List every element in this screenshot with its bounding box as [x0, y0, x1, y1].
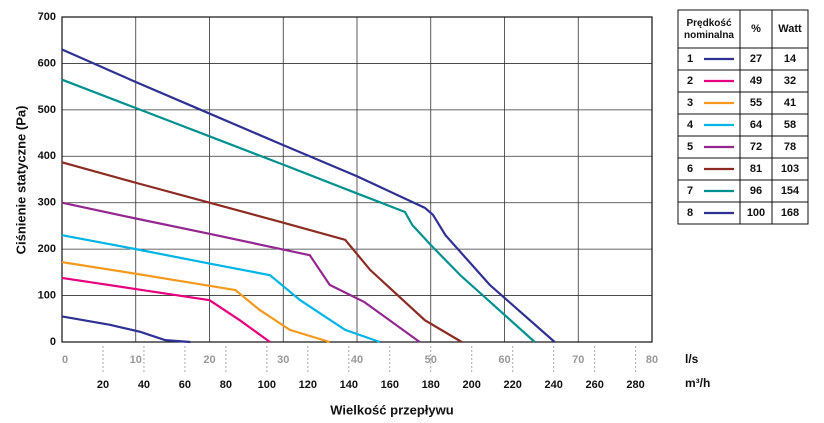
x2-tick-label: 120	[299, 379, 317, 391]
legend-watt: 32	[784, 75, 796, 87]
series-line	[61, 234, 381, 344]
x2-tick-label: 220	[504, 379, 522, 391]
legend-percent: 72	[750, 141, 762, 153]
legend-watt: 103	[781, 163, 799, 175]
legend-percent: 81	[750, 163, 762, 175]
y-tick-label: 0	[50, 336, 56, 348]
x-tick-label: 10	[130, 354, 142, 366]
y-tick-label: 200	[38, 243, 56, 255]
legend-percent: 96	[750, 185, 762, 197]
y-axis-label: Ciśnienie statyczne (Pa)	[13, 106, 28, 255]
legend-percent: 55	[750, 97, 762, 109]
x-axis-label: Wielkość przepływu	[330, 402, 453, 417]
x2-tick-label: 20	[97, 379, 109, 391]
x-tick-label: 70	[572, 354, 584, 366]
legend-watt: 168	[781, 207, 799, 219]
legend-percent: 64	[750, 119, 763, 131]
legend-watt: 58	[784, 119, 796, 131]
legend-header: Watt	[778, 23, 802, 35]
legend-label: 2	[687, 75, 693, 87]
x-tick-label: 60	[498, 354, 510, 366]
legend-watt: 154	[781, 185, 800, 197]
legend-label: 6	[687, 163, 693, 175]
legend-watt: 14	[784, 53, 797, 65]
x2-tick-label: 160	[381, 379, 399, 391]
x2-tick-label: 60	[179, 379, 191, 391]
series-line	[61, 48, 556, 343]
x2-tick-label: 40	[138, 379, 150, 391]
legend-table	[677, 9, 809, 225]
x2-tick-label: 100	[258, 379, 276, 391]
x-tick-label: 80	[646, 354, 658, 366]
y-tick-label: 600	[38, 57, 56, 69]
series-line	[61, 276, 271, 343]
y-tick-label: 300	[38, 197, 56, 209]
y-tick-label: 100	[38, 289, 56, 301]
x2-tick-label: 80	[220, 379, 232, 391]
legend-label: 3	[687, 97, 693, 109]
series-line	[61, 261, 331, 344]
series-line	[61, 315, 191, 344]
y-tick-label: 700	[38, 11, 56, 23]
x2-tick-label: 280	[626, 379, 644, 391]
x2-tick-label: 200	[463, 379, 481, 391]
plot-frame	[61, 16, 653, 343]
legend-header: %	[751, 23, 761, 35]
series-line	[61, 201, 421, 343]
x2-unit: m³/h	[685, 376, 710, 390]
x2-tick-label: 240	[544, 379, 562, 391]
legend-percent: 49	[750, 75, 762, 87]
legend-watt: 41	[784, 97, 796, 109]
legend-label: 4	[687, 119, 694, 131]
x-tick-label: 20	[203, 354, 215, 366]
legend-label: 1	[687, 53, 693, 65]
legend-label: 5	[687, 141, 693, 153]
legend-label: 7	[687, 185, 693, 197]
x-tick-label: 30	[277, 354, 289, 366]
legend-label: 8	[687, 207, 693, 219]
legend-watt: 78	[784, 141, 796, 153]
x2-tick-label: 140	[340, 379, 358, 391]
x2-tick-label: 180	[422, 379, 440, 391]
y-tick-label: 400	[38, 150, 56, 162]
series-line	[61, 161, 463, 343]
legend-percent: 100	[747, 207, 765, 219]
x-tick-label: 40	[351, 354, 363, 366]
y-tick-label: 500	[38, 104, 56, 116]
series-line	[61, 78, 536, 343]
legend-percent: 27	[750, 53, 762, 65]
x-unit: l/s	[685, 352, 699, 366]
x2-tick-label: 260	[585, 379, 603, 391]
legend-header: Prędkość nominalna	[684, 18, 734, 41]
x-tick-label: 0	[62, 354, 68, 366]
